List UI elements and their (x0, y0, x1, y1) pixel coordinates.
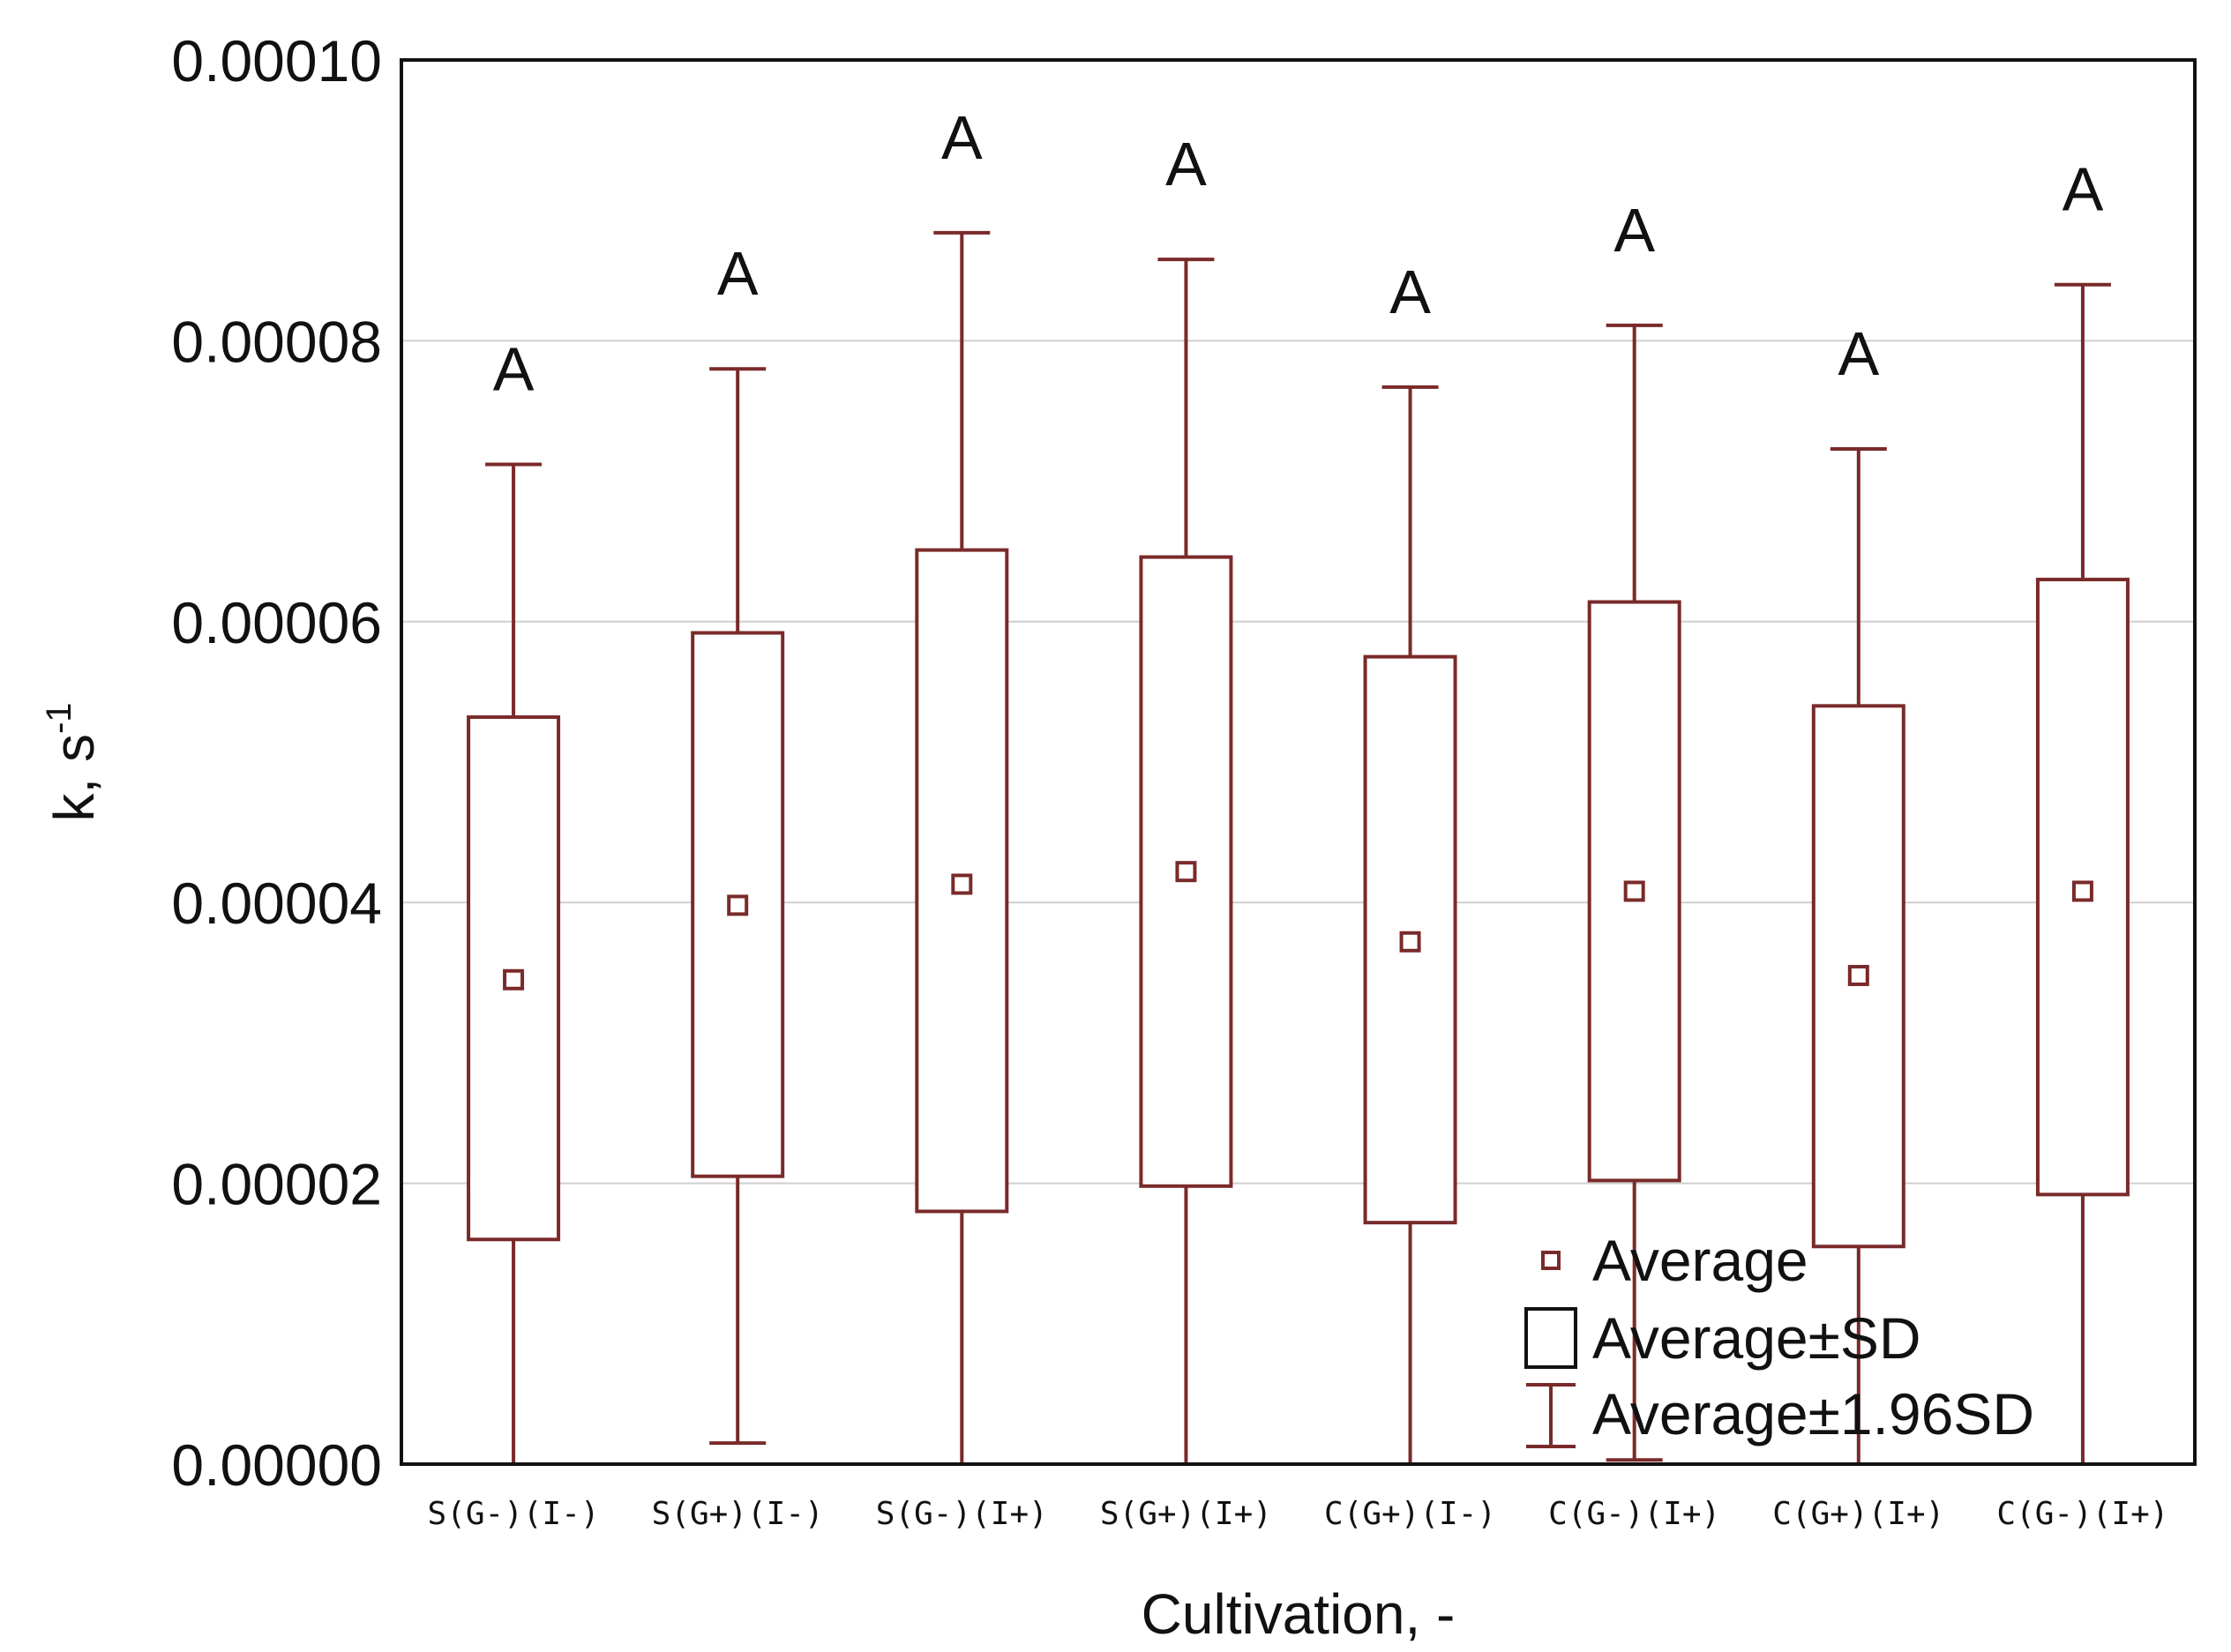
gridlines (401, 340, 2195, 1185)
significance-letter: A (1613, 196, 1655, 265)
x-tick-label: C(G-)(I+) (1996, 1496, 2168, 1532)
x-tick-label: C(G+)(I-) (1324, 1496, 1496, 1532)
x-tick-label: S(G-)(I-) (428, 1496, 600, 1532)
sd-box (1363, 654, 1457, 1225)
y-tick-labels: 0.00000 0.00002 0.00004 0.00006 0.00008 0.000… (171, 28, 382, 1498)
mean-marker (1623, 880, 1645, 902)
mean-marker (1399, 931, 1421, 953)
significance-letter: A (1165, 130, 1207, 198)
significance-letter-group: A A A A A A A A (493, 103, 2104, 404)
y-tick-label: 0.00006 (171, 590, 382, 655)
box-group (467, 548, 2130, 1249)
x-tick-labels: S(G-)(I-) S(G+)(I-) S(G-)(I+) S(G+)(I+) C(G+… (428, 1496, 2169, 1532)
x-tick-label: S(G+)(I-) (652, 1496, 824, 1532)
legend-whisker-marker (1526, 1383, 1576, 1448)
legend-mean-marker (1541, 1251, 1561, 1270)
legend-label-average-sd: Average±SD (1592, 1305, 1921, 1371)
mean-marker (2071, 880, 2093, 902)
mean-marker-group (503, 861, 2093, 990)
mean-marker (727, 894, 749, 916)
x-tick-label: S(G+)(I+) (1100, 1496, 1272, 1532)
y-tick-label: 0.00004 (171, 871, 382, 936)
significance-letter: A (493, 334, 535, 403)
legend-box-marker (1524, 1307, 1577, 1369)
legend: Average Average±SD Average±1.96SD (1524, 1228, 2034, 1448)
mean-marker (951, 873, 973, 895)
legend-label-average: Average (1592, 1228, 1808, 1293)
significance-letter: A (717, 239, 759, 308)
x-tick-label: C(G-)(I+) (1548, 1496, 1720, 1532)
x-tick-label: C(G+)(I+) (1772, 1496, 1944, 1532)
significance-letter: A (1389, 258, 1431, 326)
whisker-group (485, 230, 2111, 1464)
y-tick-label: 0.00010 (171, 28, 382, 93)
mean-marker (1175, 861, 1197, 883)
mean-marker (1847, 964, 1869, 986)
significance-letter: A (2063, 155, 2104, 224)
x-tick-label: S(G-)(I+) (876, 1496, 1048, 1532)
y-tick-label: 0.00000 (171, 1432, 382, 1498)
significance-letter: A (941, 103, 983, 172)
legend-label-average-1-96sd: Average±1.96SD (1592, 1381, 2034, 1446)
plot-frame (400, 58, 2197, 1466)
y-tick-label: 0.00002 (171, 1152, 382, 1217)
y-axis-label-text: k, s (42, 734, 106, 822)
y-axis-label-superscript: -1 (40, 702, 79, 734)
y-tick-label: 0.00008 (171, 309, 382, 374)
y-axis-label: k, s-1 (40, 702, 106, 821)
mean-marker (503, 968, 525, 990)
significance-letter: A (1838, 319, 1879, 388)
x-axis-label: Cultivation, - (1142, 1582, 1456, 1646)
